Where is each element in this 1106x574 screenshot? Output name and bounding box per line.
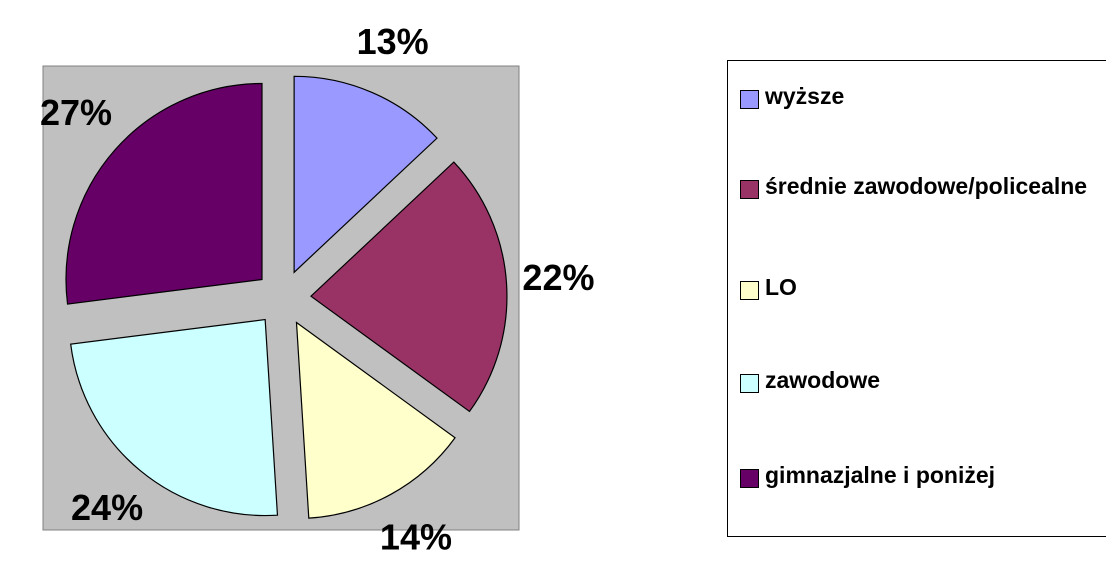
legend-item: LO [740, 274, 797, 306]
legend-label: wyższe [765, 83, 845, 109]
legend-label: zawodowe [765, 367, 881, 393]
data-label: 22% [522, 257, 594, 298]
chart: 13% 22% 14% 24% 27% [40, 21, 595, 557]
legend-item: średnie zawodowe/policealne [740, 173, 1087, 205]
legend-item: wyższe [740, 83, 844, 115]
pie-slice [310, 161, 508, 413]
pie-slice [70, 318, 279, 517]
data-label: 14% [380, 516, 452, 557]
pie-slice [65, 82, 263, 305]
pie-slice [295, 321, 456, 519]
legend-swatch [740, 469, 759, 488]
pie-slice [293, 75, 438, 274]
data-label: 24% [71, 487, 143, 528]
data-label: 13% [357, 21, 429, 62]
legend-label: gimnazjalne i poniżej [765, 462, 996, 488]
legend: wyższe średnie zawodowe/policealne LO zawod… [727, 60, 1106, 537]
legend-swatch [740, 374, 759, 393]
legend-label: LO [765, 274, 797, 300]
legend-item: gimnazjalne i poniżej [740, 462, 995, 494]
legend-item: zawodowe [740, 367, 880, 399]
legend-label: średnie zawodowe/policealne [765, 173, 1088, 199]
legend-swatch [740, 180, 759, 199]
legend-swatch [740, 90, 759, 109]
data-label: 27% [40, 92, 112, 133]
legend-swatch [740, 281, 759, 300]
